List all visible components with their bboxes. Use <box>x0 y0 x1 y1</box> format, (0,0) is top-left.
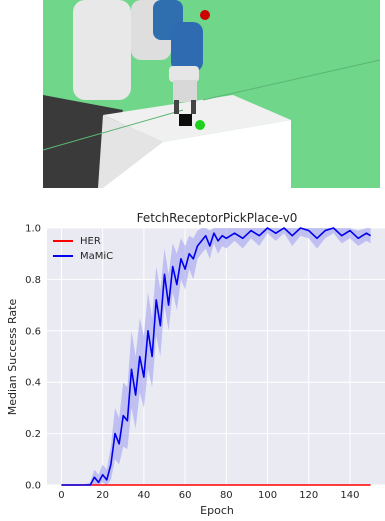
x-tick-label: 80 <box>220 490 233 501</box>
x-tick-label: 40 <box>137 490 150 501</box>
sim-table-side <box>98 115 163 188</box>
legend-her-label: HER <box>80 236 101 247</box>
y-axis-label: Median Success Rate <box>6 299 19 416</box>
x-tick-label: 140 <box>340 490 359 501</box>
y-tick-label: 1.0 <box>25 224 41 235</box>
x-tick-label: 60 <box>179 490 192 501</box>
sim-line <box>42 109 184 151</box>
series-lines <box>61 227 371 486</box>
x-tick-label: 20 <box>96 490 109 501</box>
legend: HER MaMiC <box>53 236 113 262</box>
legend-mamic-label: MaMiC <box>80 251 113 262</box>
y-tick-label: 0.4 <box>25 378 41 389</box>
y-ticks: 0.0 0.2 0.4 0.6 0.8 1.0 <box>25 224 41 492</box>
sim-gripper-finger <box>191 100 196 114</box>
x-tick-label: 100 <box>258 490 277 501</box>
y-tick-label: 0.0 <box>25 481 41 492</box>
y-tick-label: 0.2 <box>25 429 41 440</box>
y-tick-label: 0.6 <box>25 326 41 337</box>
x-tick-label: 120 <box>299 490 318 501</box>
sim-red-target <box>200 10 210 20</box>
y-tick-label: 0.8 <box>25 275 41 286</box>
sim-black-cube <box>179 114 192 126</box>
sim-table-top <box>103 95 291 142</box>
sim-robot-forearm <box>171 22 203 72</box>
chart-title: FetchReceptorPickPlace-v0 <box>137 211 298 225</box>
sim-green-target <box>195 120 205 130</box>
sim-robot-wrist <box>169 66 199 82</box>
sim-line <box>202 59 381 101</box>
sim-robot-torso <box>73 0 131 100</box>
mamic-series-line <box>61 227 371 486</box>
x-axis-label: Epoch <box>200 504 234 517</box>
sim-robot-gripper <box>173 80 197 102</box>
sim-table-front <box>103 120 291 188</box>
x-ticks: 0 20 40 60 80 100 120 140 <box>58 490 359 501</box>
x-tick-label: 0 <box>58 490 64 501</box>
sim-gripper-finger <box>174 100 179 114</box>
plot-area <box>47 228 385 485</box>
